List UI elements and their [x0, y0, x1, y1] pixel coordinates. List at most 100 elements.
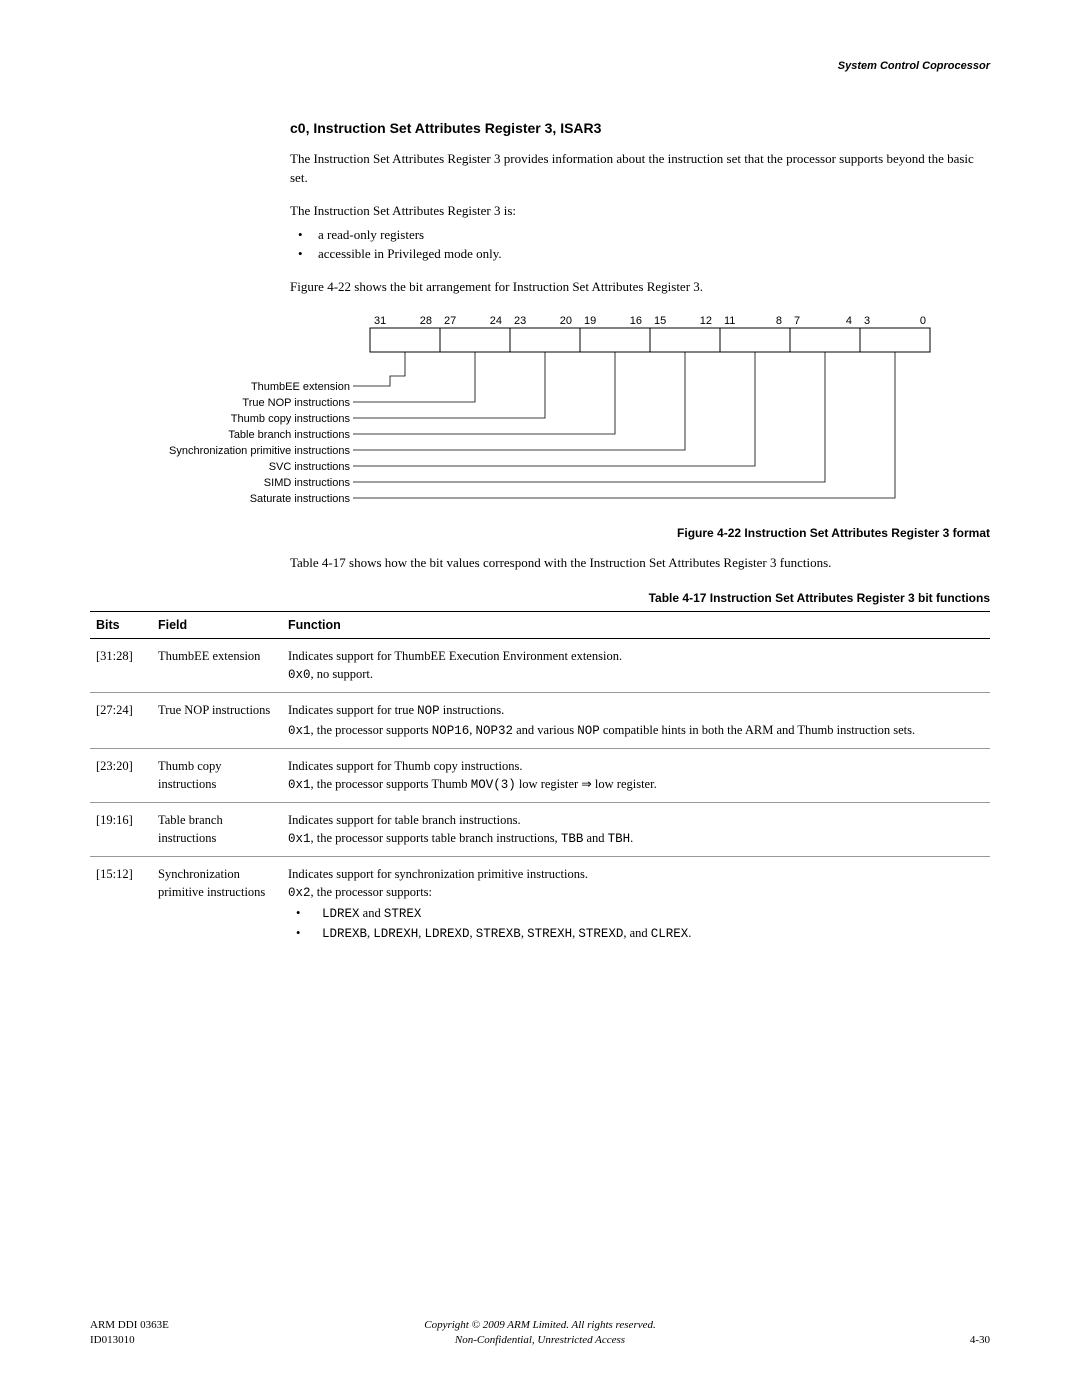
svg-text:15: 15 — [654, 315, 666, 327]
bit-functions-table: Bits Field Function [31:28] ThumbEE exte… — [90, 611, 990, 952]
func-text: Indicates support for synchronization pr… — [288, 867, 588, 881]
func-code: STREXB — [476, 927, 521, 941]
table-row: [23:20] Thumb copy instructions Indicate… — [90, 748, 990, 802]
main-content: c0, Instruction Set Attributes Register … — [290, 120, 990, 952]
func-code: 0x2 — [288, 886, 311, 900]
svg-text:Synchronization primitive inst: Synchronization primitive instructions — [169, 445, 350, 457]
func-code: LDREXD — [425, 927, 470, 941]
func-code: NOP16 — [432, 724, 470, 738]
func-code: LDREX — [322, 907, 360, 921]
svg-text:4: 4 — [846, 315, 852, 327]
table-row: [19:16] Table branch instructions Indica… — [90, 802, 990, 856]
svg-text:SVC instructions: SVC instructions — [269, 461, 351, 473]
svg-text:16: 16 — [630, 315, 642, 327]
func-code: 0x1 — [288, 778, 311, 792]
func-text: , no support. — [311, 667, 374, 681]
cell-bits: [15:12] — [90, 857, 152, 952]
svg-text:24: 24 — [490, 315, 502, 327]
cell-function: Indicates support for table branch instr… — [282, 802, 990, 856]
cell-function: Indicates support for Thumb copy instruc… — [282, 748, 990, 802]
func-text: low register ⇒ low register. — [516, 777, 657, 791]
func-text: , the processor supports table branch in… — [311, 831, 561, 845]
func-code: STREX — [384, 907, 422, 921]
func-text: Indicates support for ThumbEE Execution … — [288, 649, 622, 663]
func-code: TBH — [608, 832, 631, 846]
func-code: NOP — [577, 724, 600, 738]
cell-field: Synchronization primitive instructions — [152, 857, 282, 952]
func-text: instructions. — [440, 703, 505, 717]
page-number: 4-30 — [970, 1334, 990, 1346]
func-text: compatible hints in both the ARM and Thu… — [600, 723, 915, 737]
figure-caption: Figure 4-22 Instruction Set Attributes R… — [290, 526, 990, 540]
func-text: and — [360, 906, 384, 920]
func-code: NOP32 — [475, 724, 513, 738]
svg-text:Saturate instructions: Saturate instructions — [250, 493, 351, 505]
th-function: Function — [282, 612, 990, 639]
func-bullet: LDREX and STREX — [288, 904, 984, 924]
func-text: Indicates support for Thumb copy instruc… — [288, 759, 522, 773]
cell-bits: [23:20] — [90, 748, 152, 802]
cell-function: Indicates support for ThumbEE Execution … — [282, 639, 990, 693]
svg-text:3: 3 — [864, 315, 870, 327]
intro-bullets: a read-only registers accessible in Priv… — [290, 225, 990, 264]
func-text: , the processor supports Thumb — [311, 777, 471, 791]
func-code: 0x1 — [288, 724, 311, 738]
svg-text:27: 27 — [444, 315, 456, 327]
copyright: Copyright © 2009 ARM Limited. All rights… — [424, 1319, 656, 1331]
cell-bits: [19:16] — [90, 802, 152, 856]
func-bullet: LDREXB, LDREXH, LDREXD, STREXB, STREXH, … — [288, 924, 984, 944]
func-code: 0x1 — [288, 832, 311, 846]
svg-text:7: 7 — [794, 315, 800, 327]
func-text: Indicates support for table branch instr… — [288, 813, 521, 827]
intro-para-3: Figure 4-22 shows the bit arrangement fo… — [290, 278, 990, 297]
cell-bits: [31:28] — [90, 639, 152, 693]
svg-text:8: 8 — [776, 315, 782, 327]
svg-text:31: 31 — [374, 315, 386, 327]
func-code: LDREXH — [373, 927, 418, 941]
svg-text:19: 19 — [584, 315, 596, 327]
svg-text:0: 0 — [920, 315, 926, 327]
cell-field: ThumbEE extension — [152, 639, 282, 693]
svg-text:True NOP instructions: True NOP instructions — [242, 397, 350, 409]
intro-para-2-lead: The Instruction Set Attributes Register … — [290, 202, 990, 221]
svg-text:11: 11 — [724, 315, 735, 327]
func-text: and various — [513, 723, 577, 737]
func-code: CLREX — [651, 927, 689, 941]
func-text: and — [583, 831, 607, 845]
chapter-header: System Control Coprocessor — [838, 60, 990, 72]
func-code: 0x0 — [288, 668, 311, 682]
svg-text:SIMD instructions: SIMD instructions — [264, 477, 351, 489]
func-code: NOP — [417, 704, 440, 718]
footer-center: Copyright © 2009 ARM Limited. All rights… — [90, 1318, 990, 1347]
confidentiality: Non-Confidential, Unrestricted Access — [455, 1334, 625, 1346]
cell-field: Table branch instructions — [152, 802, 282, 856]
table-row: [31:28] ThumbEE extension Indicates supp… — [90, 639, 990, 693]
footer-right: 4-30 — [970, 1333, 990, 1347]
bullet-readonly: a read-only registers — [290, 225, 990, 245]
cell-bits: [27:24] — [90, 693, 152, 748]
func-code: STREXD — [578, 927, 623, 941]
bit-diagram: 31 28 27 24 23 20 19 16 15 12 11 8 7 4 3… — [90, 310, 990, 514]
func-code: MOV(3) — [471, 778, 516, 792]
func-text: . — [630, 831, 633, 845]
table-row: [15:12] Synchronization primitive instru… — [90, 857, 990, 952]
cell-field: Thumb copy instructions — [152, 748, 282, 802]
func-text: . — [688, 926, 691, 940]
intro-para-1: The Instruction Set Attributes Register … — [290, 150, 990, 188]
table-lead: Table 4-17 shows how the bit values corr… — [290, 554, 990, 573]
cell-function: Indicates support for synchronization pr… — [282, 857, 990, 952]
svg-text:28: 28 — [420, 315, 432, 327]
func-code: TBB — [561, 832, 584, 846]
table-row: [27:24] True NOP instructions Indicates … — [90, 693, 990, 748]
func-code: STREXH — [527, 927, 572, 941]
svg-text:23: 23 — [514, 315, 526, 327]
cell-field: True NOP instructions — [152, 693, 282, 748]
bullet-privileged: accessible in Privileged mode only. — [290, 244, 990, 264]
func-text: Indicates support for true — [288, 703, 417, 717]
svg-text:ThumbEE extension: ThumbEE extension — [251, 381, 350, 393]
svg-text:Table branch instructions: Table branch instructions — [228, 429, 350, 441]
section-title: c0, Instruction Set Attributes Register … — [290, 120, 990, 136]
svg-text:Thumb copy instructions: Thumb copy instructions — [231, 413, 351, 425]
th-field: Field — [152, 612, 282, 639]
th-bits: Bits — [90, 612, 152, 639]
